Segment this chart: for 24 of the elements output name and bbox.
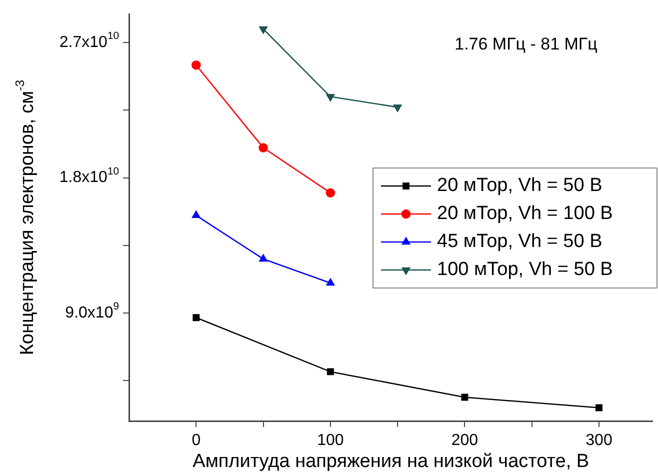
point [259,254,268,262]
point [596,404,602,412]
point [192,314,200,322]
point [191,60,201,70]
legend-label: 45 мТор, Vh = 50 В [437,231,602,252]
legend-label: 20 мТор, Vh = 50 В [437,175,602,196]
point [393,104,402,112]
x-tick-label: 300 [586,432,612,450]
point [258,143,268,152]
x-tick-label: 200 [451,432,478,450]
point [192,210,200,218]
x-tick-label: 100 [317,432,344,450]
point [259,26,268,34]
x-axis-title: Амплитуда напряжения на низкой частоте, В [192,451,590,472]
point [461,394,468,401]
point [326,94,335,102]
y-axis-title: Концентрация электронов, см-3 [12,80,38,356]
annotation: 1.76 МГц - 81 МГц [454,34,598,54]
point [326,368,334,376]
point [326,278,335,286]
legend-label: 100 мТор, Vh = 50 В [437,259,613,280]
legend-label: 20 мТор, Vh = 100 В [437,203,613,224]
x-tick-label: 0 [192,432,201,450]
point [326,188,336,198]
